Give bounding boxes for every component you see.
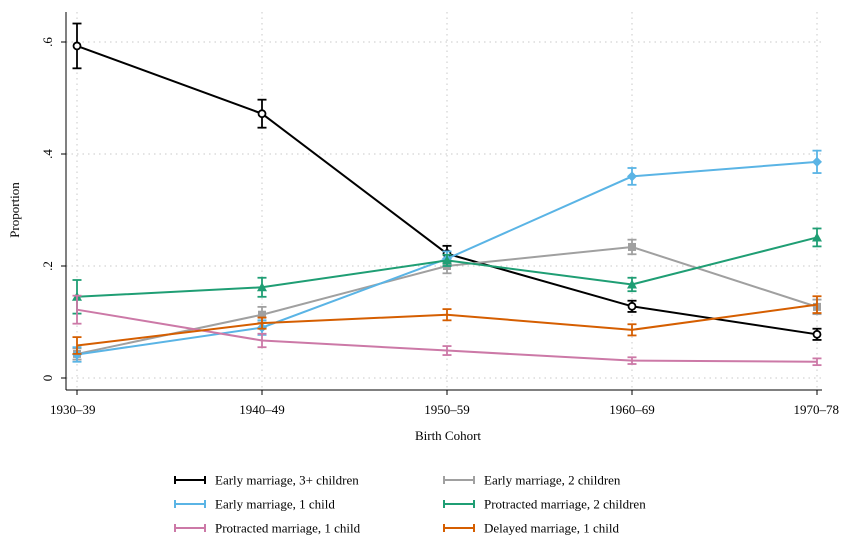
ticks-layer: 0 .2 .4 .6 1930–39 1940–49 1950–59 1960–69 1970–…	[40, 37, 839, 417]
y-tick-label: .4	[40, 149, 55, 159]
data-point	[812, 156, 822, 167]
legend-label: Delayed marriage, 1 child	[484, 521, 619, 536]
legend-item: Early marriage, 3+ children	[174, 473, 359, 488]
x-tick-label: 1940–49	[239, 402, 285, 417]
data-point	[627, 301, 637, 311]
legend: Early marriage, 3+ children Early marriag…	[174, 473, 646, 536]
axes-layer: Proportion Birth Cohort	[7, 12, 822, 443]
y-tick-label: 0	[40, 375, 55, 382]
data-point	[72, 41, 82, 51]
data-point	[257, 282, 267, 292]
legend-item: Protracted marriage, 1 child	[174, 521, 361, 536]
data-point	[628, 242, 636, 251]
y-tick-label: .2	[40, 261, 55, 271]
legend-label: Early marriage, 1 child	[215, 497, 335, 512]
legend-label: Protracted marriage, 1 child	[215, 521, 361, 536]
y-axis-title: Proportion	[7, 182, 22, 238]
data-point	[812, 232, 822, 242]
legend-label: Early marriage, 2 children	[484, 473, 621, 488]
data-point	[812, 329, 822, 339]
legend-item: Early marriage, 2 children	[443, 473, 621, 488]
data-point	[627, 279, 637, 289]
data-point	[442, 255, 452, 265]
series-5	[72, 295, 822, 355]
legend-item: Early marriage, 1 child	[174, 497, 335, 512]
data-point	[258, 310, 266, 319]
x-tick-label: 1970–78	[794, 402, 840, 417]
data-point	[257, 109, 267, 119]
x-tick-label: 1950–59	[424, 402, 470, 417]
legend-label: Protracted marriage, 2 children	[484, 497, 646, 512]
series-layer	[72, 22, 822, 367]
legend-label: Early marriage, 3+ children	[215, 473, 359, 488]
x-axis-title: Birth Cohort	[415, 428, 481, 443]
series-0	[72, 22, 822, 341]
x-tick-label: 1930–39	[50, 402, 96, 417]
legend-item: Delayed marriage, 1 child	[443, 521, 619, 536]
data-point	[627, 171, 637, 182]
x-tick-label: 1960–69	[609, 402, 655, 417]
legend-item: Protracted marriage, 2 children	[443, 497, 646, 512]
y-tick-label: .6	[40, 37, 55, 47]
